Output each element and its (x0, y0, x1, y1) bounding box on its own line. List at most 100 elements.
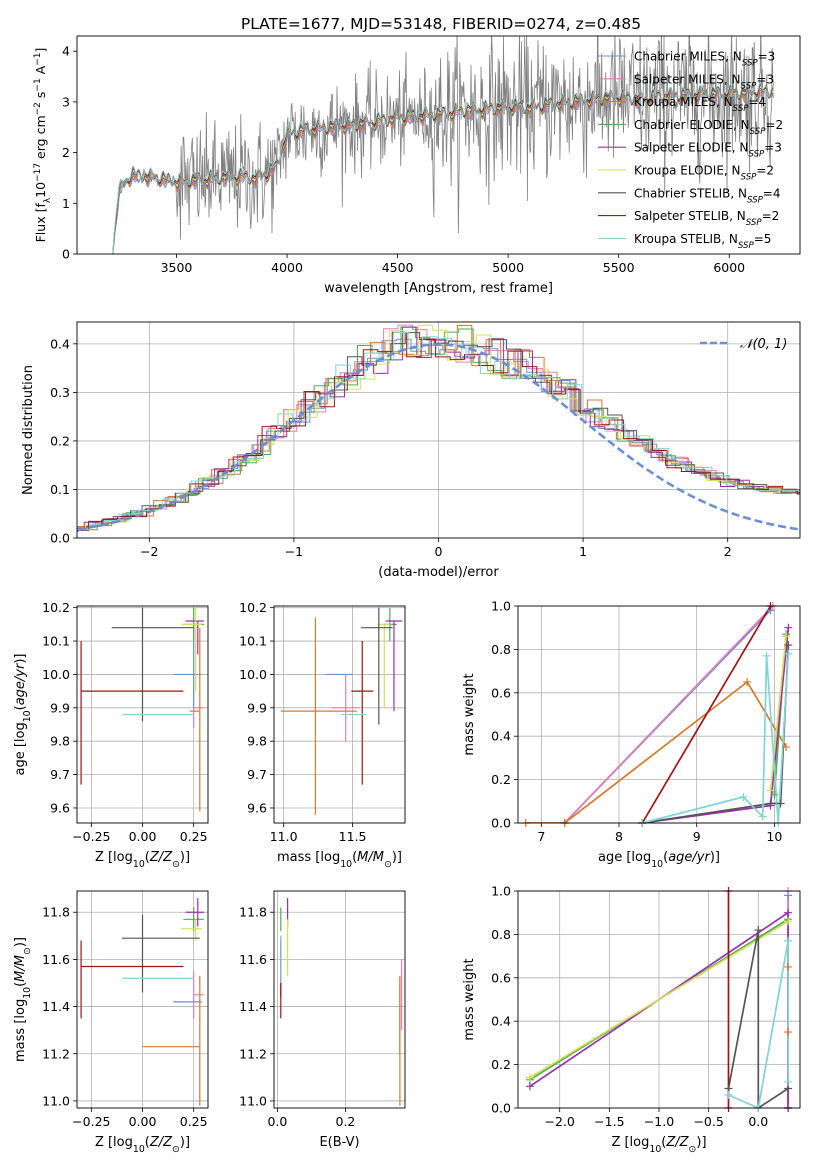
x-tick-label: 0.2 (336, 1114, 356, 1129)
y-axis-label: mass weight (462, 673, 477, 755)
residual-legend: 𝒩(0, 1) (700, 337, 787, 352)
y-tick-label: 0.0 (491, 1101, 511, 1116)
y-tick-label: 10.1 (239, 634, 267, 649)
x-axis-label: wavelength [Angstrom, rest frame] (324, 281, 553, 296)
legend-sub: SSP (746, 218, 763, 228)
x-axis-label: Z [log10(Z/Z⊙)] (95, 850, 190, 870)
errorbar-point (385, 620, 403, 712)
histogram-step (77, 324, 800, 531)
y-tick-label: 9.6 (50, 800, 70, 815)
plot-area (525, 606, 790, 823)
y-tick-label: 9.9 (247, 700, 267, 715)
x-tick-label: −0.5 (693, 1114, 723, 1129)
y-tick-label: 11.4 (239, 999, 267, 1014)
legend-tail: =4 (763, 186, 781, 200)
panel-mass_vs_Z: −0.25 0.00 0.25 11.0 11.2 11.4 11.6 11.8 Z [log1… (13, 890, 209, 1155)
histogram-step (77, 332, 800, 530)
mass-weight-marker (784, 1028, 793, 1037)
plot-area (280, 898, 403, 1106)
y-tick-label: 0.2 (50, 433, 70, 448)
legend-tail: =5 (754, 232, 772, 246)
mass-weight-marker (762, 651, 771, 660)
histogram-step (77, 325, 800, 528)
y-tick-label: 11.2 (42, 1046, 70, 1061)
legend-entry: Chabrier ELODIE, NSSP=2 (634, 118, 783, 137)
y-tick-label: 9.6 (247, 800, 267, 815)
panel-age_vs_mass: 11.0 11.5 9.6 9.7 9.8 9.9 10.0 10.1 10.2 mass [lo… (239, 600, 406, 870)
errorbar-point (377, 623, 390, 708)
legend-tail: =2 (762, 209, 780, 223)
x-tick-label: 4000 (271, 260, 303, 275)
y-tick-label: 0.4 (491, 729, 511, 744)
mass-weight-marker (784, 1077, 793, 1086)
legend-sub: SSP (733, 104, 750, 114)
errorbar-point (183, 907, 204, 932)
x-tick-label: 0.0 (748, 1114, 768, 1129)
y-tick-label: 0.4 (491, 1014, 511, 1029)
x-tick-label: 2 (724, 544, 732, 559)
mass-weight-marker (776, 799, 785, 808)
panel-mass_vs_ebv: 0.0 0.2 11.0 11.2 11.4 11.6 11.8 E(B-V) (239, 890, 406, 1150)
axes-frame (517, 605, 801, 824)
y-tick-label: 0.6 (491, 970, 511, 985)
plot-area (77, 324, 800, 532)
y-tick-label: 9.9 (50, 700, 70, 715)
legend-entry: Kroupa MILES, NSSP=4 (634, 95, 766, 114)
x-tick-label: 11.0 (270, 829, 298, 844)
y-tick-label: 9.7 (247, 767, 267, 782)
y-tick-label: 9.7 (50, 767, 70, 782)
y-axis-label: Normed distribution (21, 365, 36, 495)
y-tick-label: 1.0 (491, 884, 511, 899)
panel-spectrum: 3500 4000 4500 5000 5500 6000 0 1 2 3 4 wavelength … (33, 35, 801, 296)
x-tick-label: 1 (579, 544, 587, 559)
x-tick-label: 0.25 (180, 1114, 208, 1129)
legend-label: Chabrier ELODIE, N (634, 118, 750, 132)
legend-label: Salpeter MILES, N (634, 72, 741, 86)
legend-sub: SSP (741, 173, 758, 183)
y-tick-label: 0.8 (491, 927, 511, 942)
panel-mw_vs_age: 7 8 9 10 0.0 0.2 0.4 0.6 0.8 1.0 age [log10(age/yr… (462, 599, 801, 870)
x-axis-label: Z [log10(Z/Z⊙)] (611, 1135, 706, 1155)
x-tick-label: 9 (693, 829, 701, 844)
axes-frame (76, 321, 801, 539)
x-tick-label: 3500 (161, 260, 193, 275)
y-tick-label: 0.2 (491, 1057, 511, 1072)
legend-label: Chabrier STELIB, N (634, 186, 747, 200)
x-tick-label: −2.0 (545, 1114, 575, 1129)
y-tick-label: 3 (62, 94, 70, 109)
spectrum-data-line (110, 36, 774, 254)
x-tick-label: 8 (615, 829, 623, 844)
axes-frame (517, 890, 801, 1109)
legend-tail: =2 (756, 164, 774, 178)
mass-weight-line (529, 920, 789, 1079)
y-axis-label: Flux [fλ10−17 erg cm−2 s−1 A−1] (33, 48, 53, 243)
mass-weight-marker (784, 623, 793, 632)
mass-weight-marker (525, 1082, 534, 1091)
x-tick-label: −1.5 (594, 1114, 624, 1129)
axes-frame (76, 35, 801, 255)
errorbar-point (80, 641, 184, 785)
legend-sub: SSP (747, 195, 764, 205)
mass-weight-marker (743, 677, 752, 686)
y-axis-label: mass [log10(M/M⊙)] (13, 937, 33, 1062)
panel-residuals: −2 −1 0 1 2 0.0 0.1 0.2 0.3 0.4 (data-model)/error… (21, 321, 801, 580)
legend-tail: =4 (749, 95, 767, 109)
plot-area (280, 607, 403, 815)
errorbar-point (181, 919, 202, 941)
y-tick-label: 11.6 (239, 952, 267, 967)
legend-label: Kroupa STELIB, N (634, 232, 738, 246)
x-tick-label: 11.5 (339, 829, 367, 844)
panel-mw_vs_Z: −2.0 −1.5 −1.0 −0.5 0.0 0.0 0.2 0.4 0.6 0.8 1.0 Z [… (462, 884, 801, 1155)
mass-weight-line (525, 680, 787, 823)
legend-entry: Kroupa ELODIE, NSSP=2 (634, 164, 774, 183)
y-tick-label: 0.1 (50, 482, 70, 497)
mass-weight-line (641, 606, 772, 823)
y-tick-label: 0 (62, 247, 70, 262)
y-tick-label: 9.8 (50, 734, 70, 749)
legend-sub: SSP (742, 59, 759, 69)
histogram-step (77, 331, 800, 531)
x-tick-label: 6000 (713, 260, 745, 275)
x-tick-label: 7 (537, 829, 545, 844)
y-tick-label: 2 (62, 145, 70, 160)
